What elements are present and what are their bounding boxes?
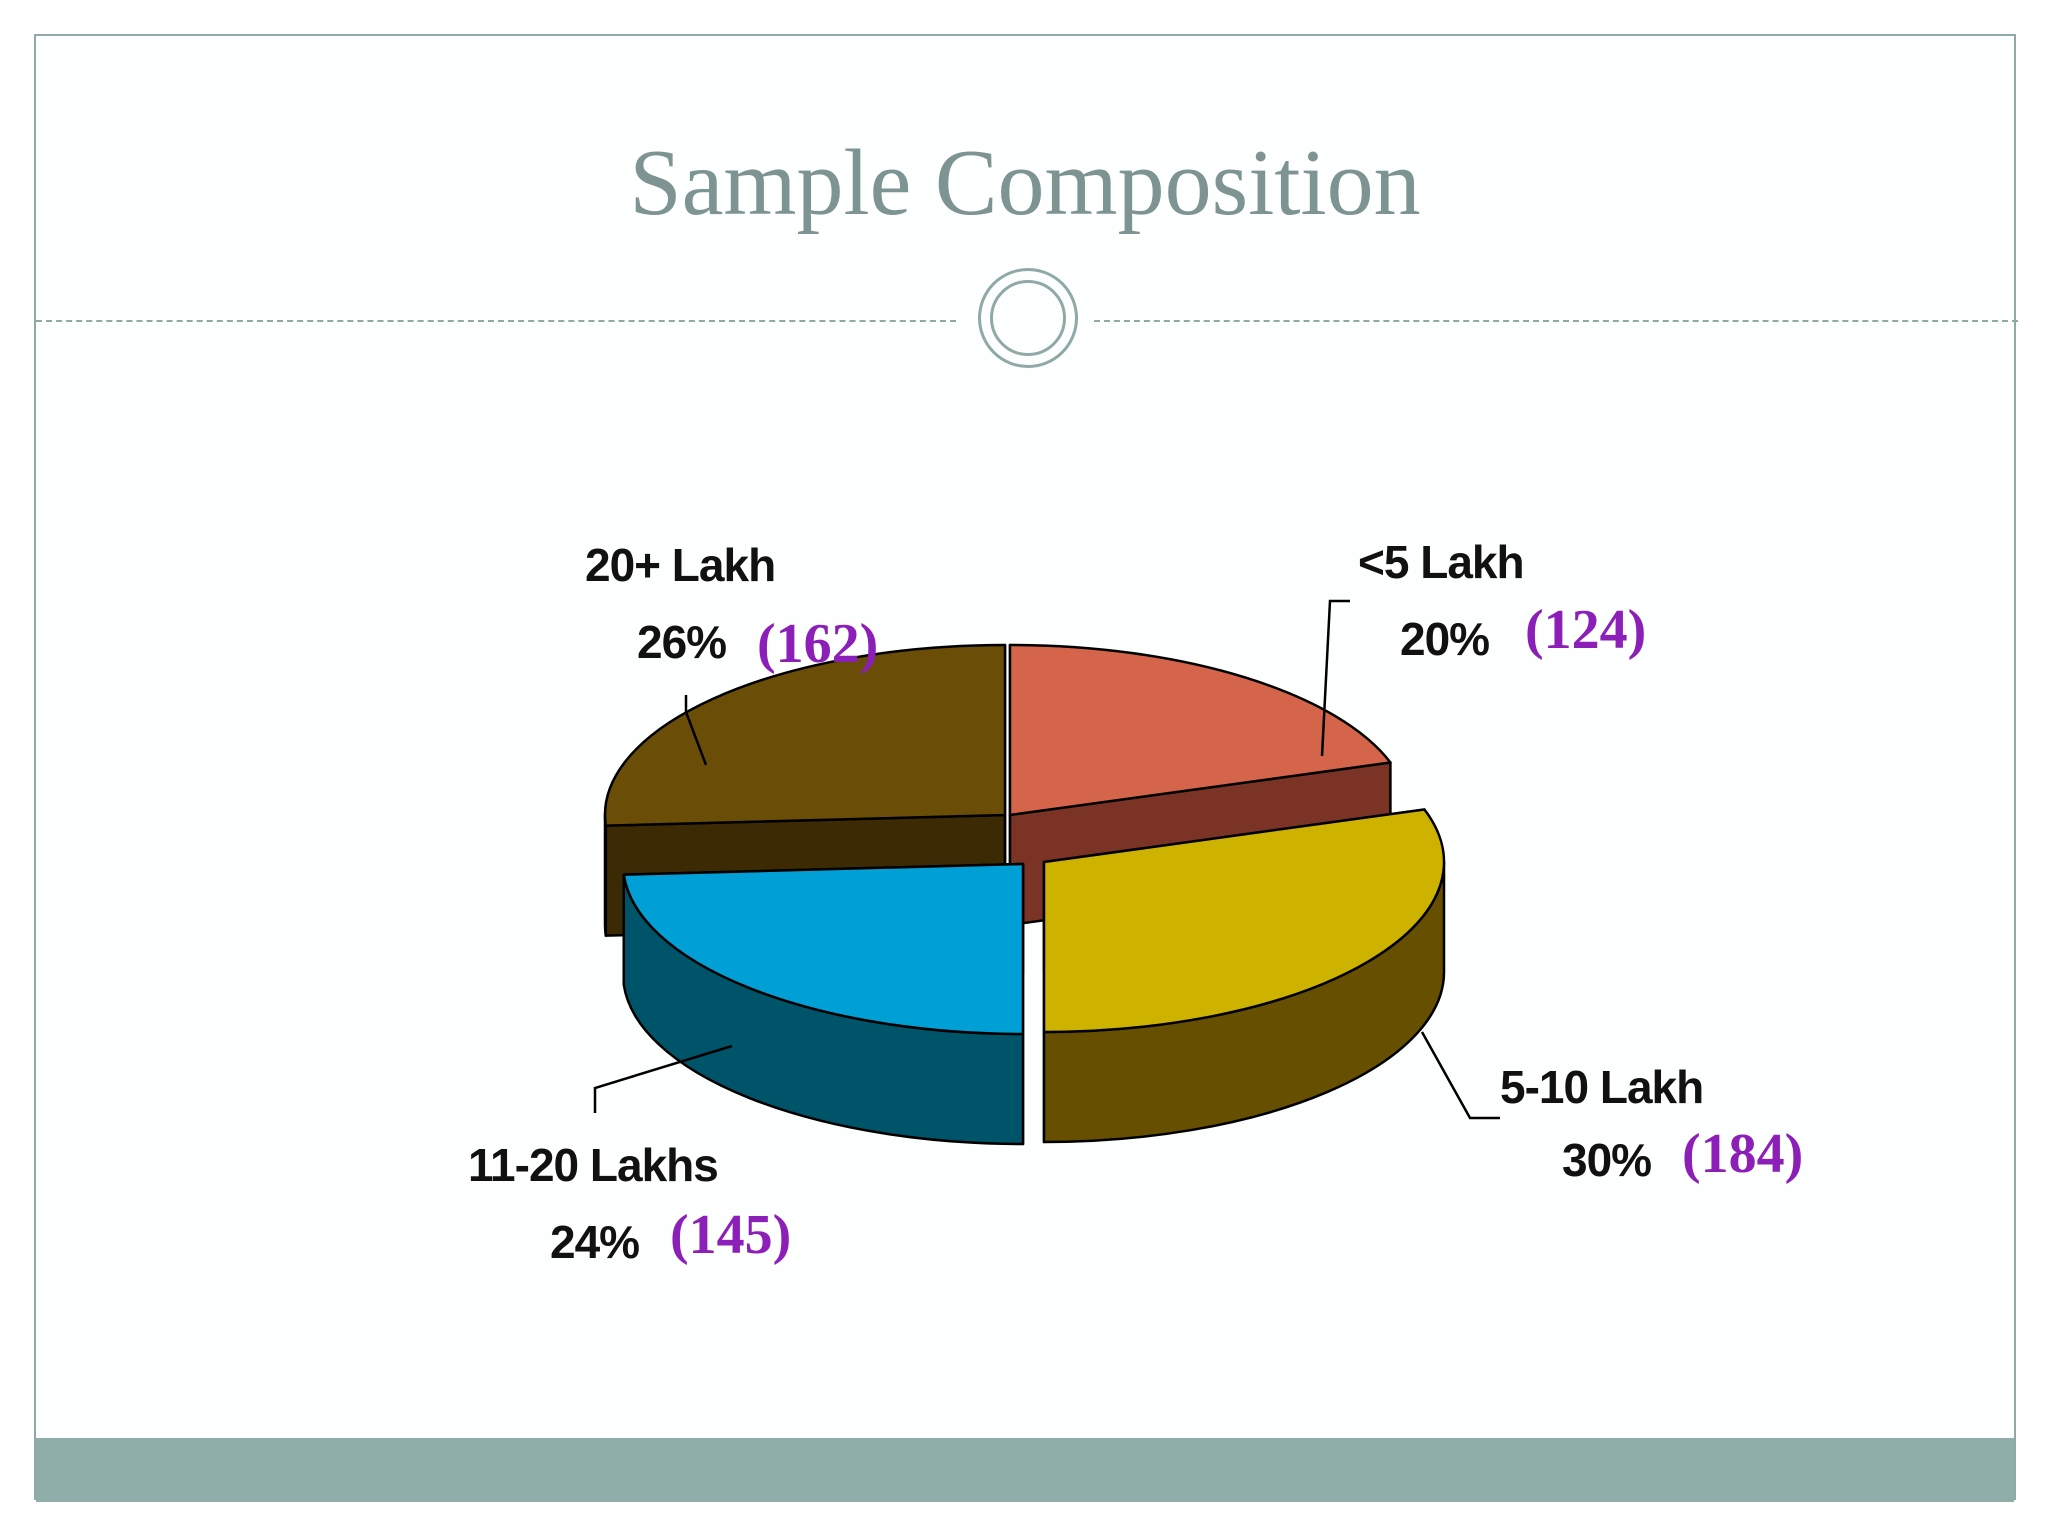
- divider-left: [36, 320, 956, 322]
- slice-top-5to10: [1042, 808, 1446, 1034]
- slide-title: Sample Composition: [629, 131, 1421, 235]
- circle-ornament-icon: [978, 268, 1078, 368]
- slice-side-20plus: [603, 813, 608, 937]
- leader-line-20plus: [684, 695, 708, 766]
- slice-percent-5to10: 30%: [1562, 1134, 1652, 1186]
- circle-ornament-inner: [990, 280, 1066, 356]
- slice-5to10: [1042, 808, 1446, 1144]
- divider-right: [1094, 320, 2018, 322]
- slice-percent-lt5: 20%: [1400, 613, 1490, 665]
- slice-top-11to20: [622, 862, 1025, 1036]
- slice-top-20plus: [603, 643, 1007, 827]
- slice-label-20plus: 20+ Lakh: [585, 539, 776, 591]
- slice-label-5to10: 5-10 Lakh: [1500, 1061, 1704, 1113]
- slice-percent-11to20: 24%: [550, 1216, 640, 1268]
- slice-top-lt5: [1008, 643, 1392, 817]
- leader-line-lt5: [1320, 599, 1350, 757]
- leader-line-11to20: [593, 1044, 733, 1113]
- slice-percent-20plus: 26%: [637, 616, 727, 668]
- slice-count-20plus: (162): [757, 613, 879, 675]
- slide: Sample Composition: [34, 34, 2018, 1502]
- slice-label-lt5: <5 Lakh: [1358, 536, 1525, 588]
- slice-count-11to20: (145): [670, 1204, 792, 1266]
- slice-11to20: [622, 862, 1025, 1146]
- slice-count-5to10: (184): [1682, 1123, 1804, 1185]
- slice-label-11to20: 11-20 Lakhs: [468, 1139, 719, 1191]
- leader-line-5to10: [1420, 1031, 1500, 1120]
- slice-count-lt5: (124): [1525, 599, 1647, 661]
- footer-bar: [36, 1438, 2014, 1502]
